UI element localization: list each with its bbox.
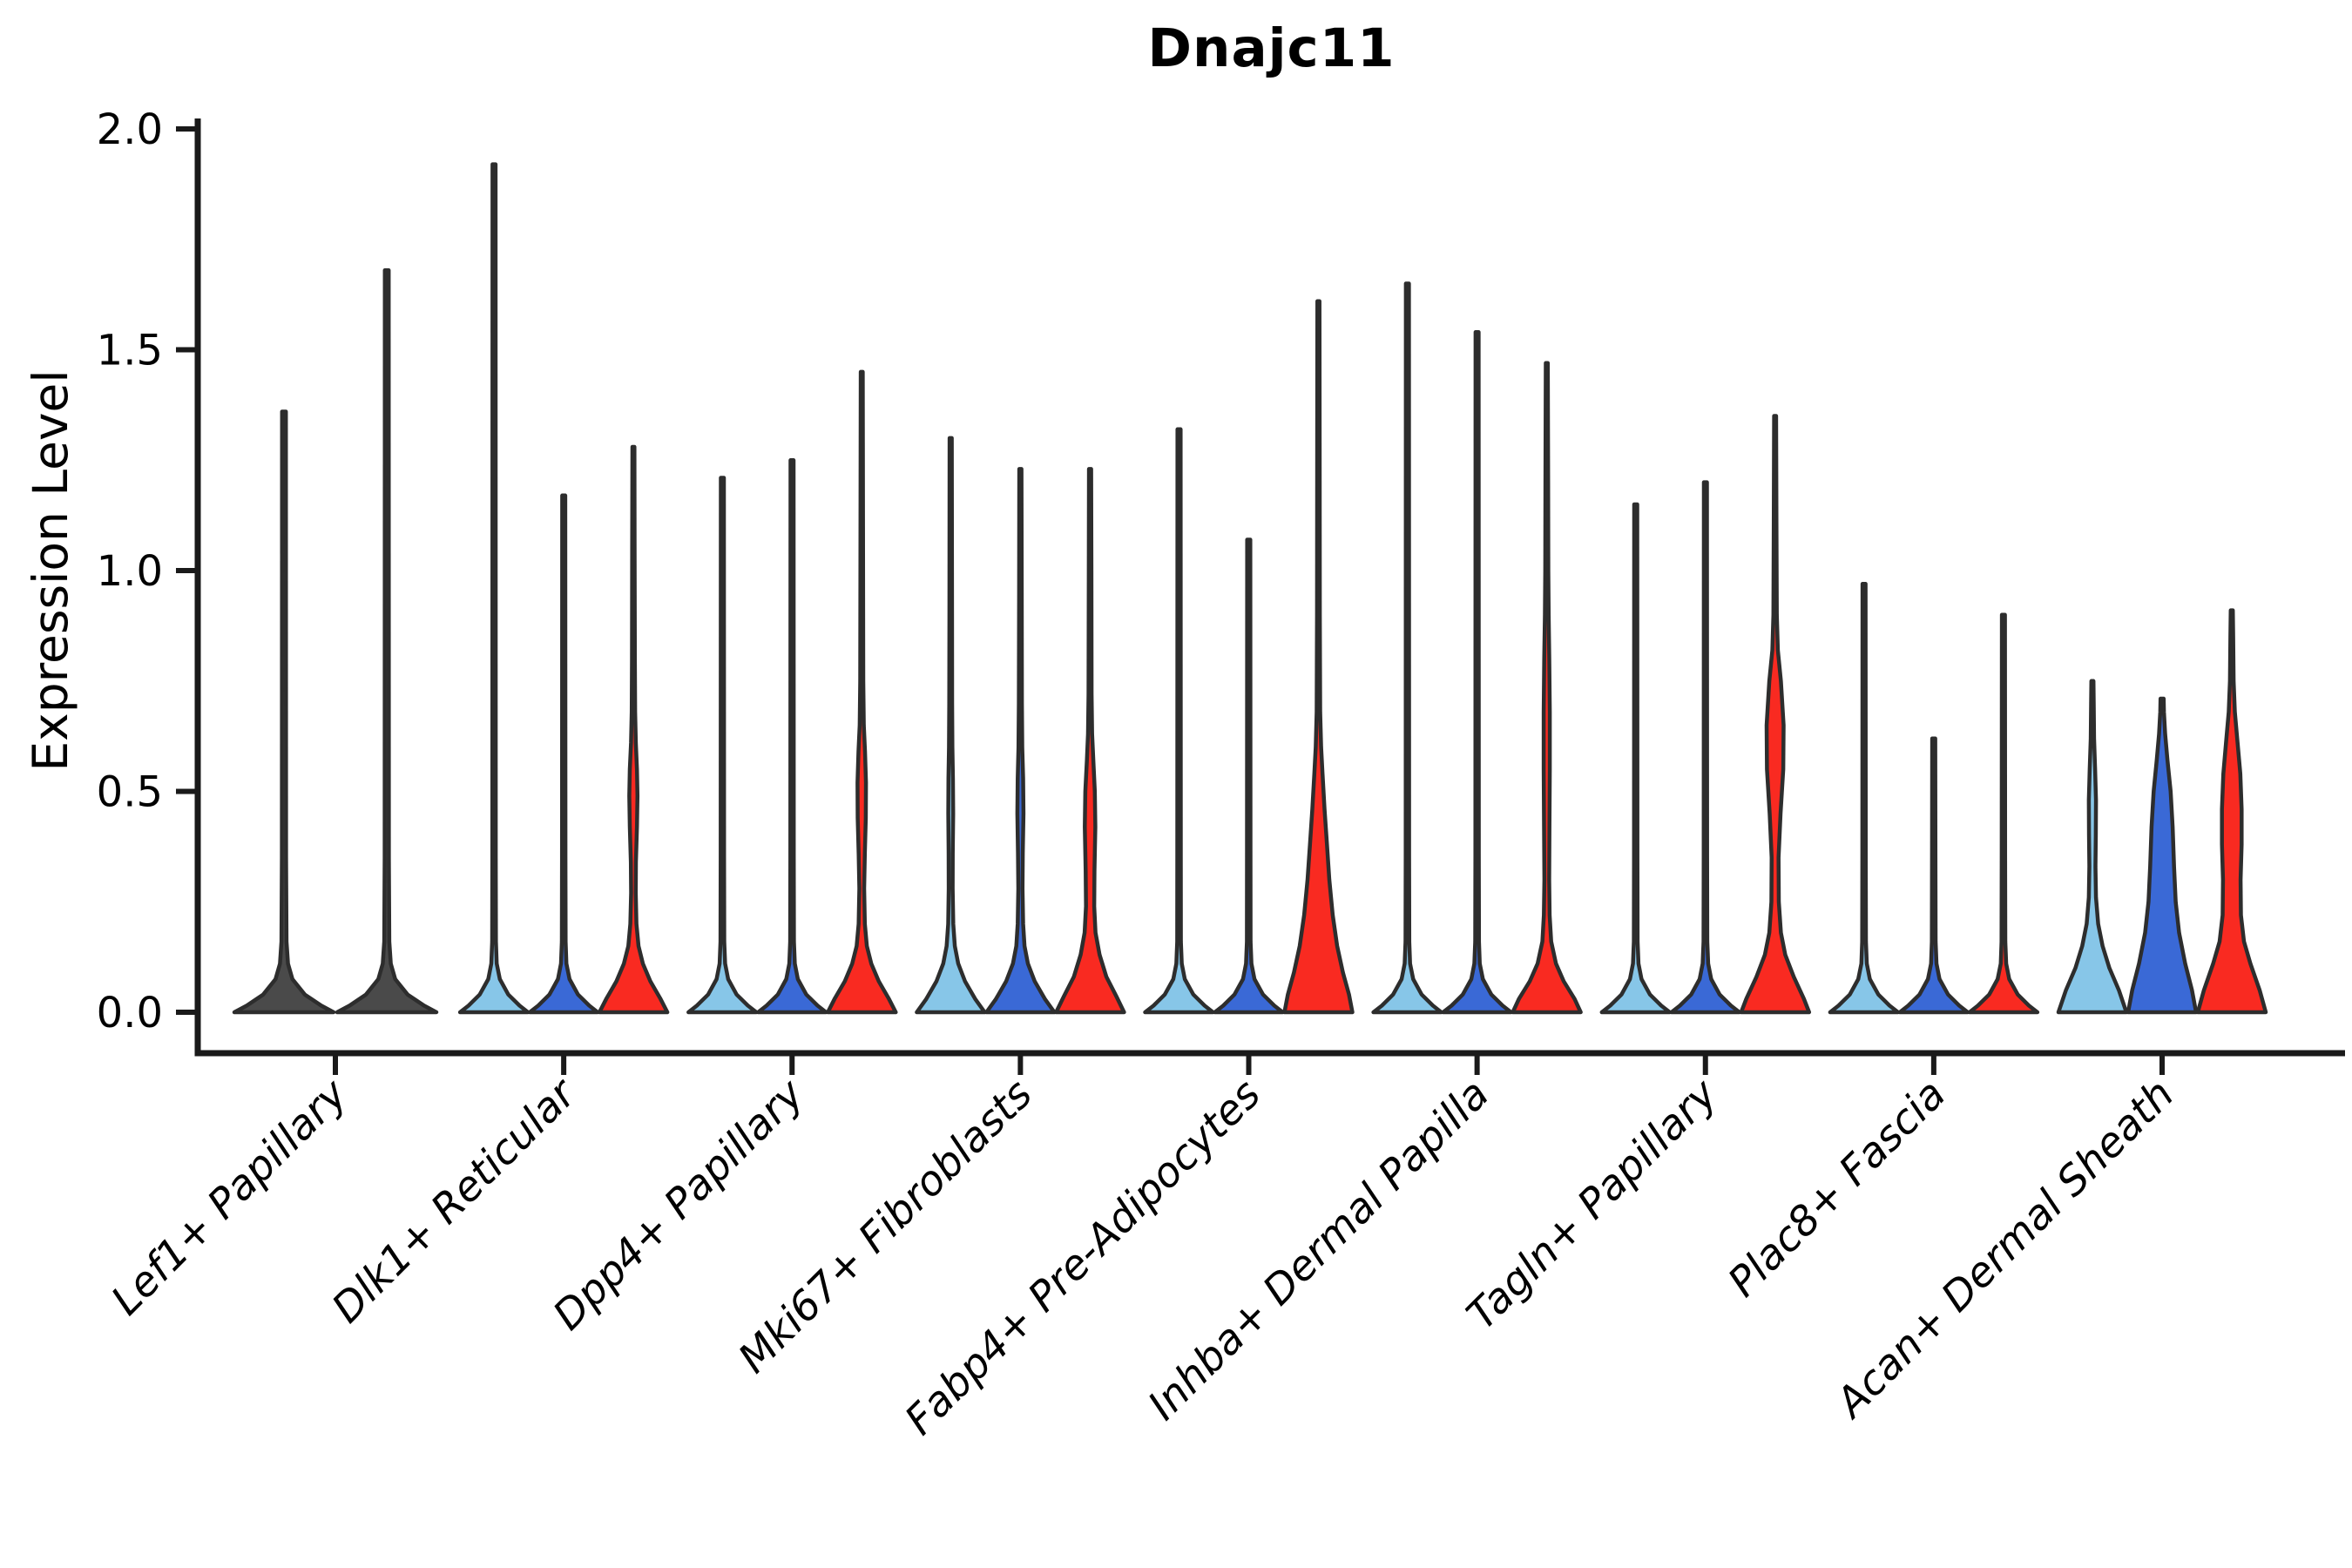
violin-inhba-dermal-papilla-red <box>1511 361 1583 1015</box>
violin-fabp4-pre-adipocytes-red <box>1282 299 1355 1015</box>
y-tick-label: 0.5 <box>97 768 163 817</box>
violin-dlk1-reticular-red <box>597 444 670 1015</box>
x-tick-label: Tagln+ Papillary <box>1457 1070 1727 1340</box>
violin-mki67-fibroblasts-lightblue <box>915 436 987 1015</box>
violin-plac8-fascia-lightblue <box>1828 581 1901 1015</box>
x-tick-label: Plac8+ Fascia <box>1719 1071 1955 1307</box>
violin-mki67-fibroblasts-darkblue <box>984 467 1057 1015</box>
violin-fabp4-pre-adipocytes-lightblue <box>1143 427 1215 1015</box>
violin-tagln-papillary-lightblue <box>1599 502 1673 1015</box>
violin-acan-dermal-sheath-darkblue <box>2126 696 2199 1015</box>
axes-spines <box>194 118 2345 1057</box>
violin-acan-dermal-sheath-red <box>2195 608 2268 1015</box>
violin-plac8-fascia-darkblue <box>1897 736 1970 1015</box>
x-tick-label: Lef1+ Papillary <box>102 1070 357 1325</box>
plot-title: Dnajc11 <box>1147 17 1396 79</box>
violin-fabp4-pre-adipocytes-darkblue <box>1213 537 1285 1015</box>
violin-dpp4-papillary-lightblue <box>686 476 759 1015</box>
violin-plac8-fascia-red <box>1967 612 2040 1015</box>
y-tick-label: 1.0 <box>97 547 163 596</box>
violin-lef1-papillary-v1 <box>335 267 439 1015</box>
violin-dlk1-reticular-lightblue <box>457 162 531 1015</box>
violin-dpp4-papillary-darkblue <box>756 458 828 1015</box>
violin-acan-dermal-sheath-lightblue <box>2056 679 2129 1015</box>
violin-lef1-papillary-v0 <box>232 409 336 1015</box>
y-tick-label: 1.5 <box>97 327 163 375</box>
violin-dlk1-reticular-darkblue <box>527 493 600 1015</box>
x-tick-label: Dpp4+ Papillary <box>544 1070 814 1340</box>
violin-inhba-dermal-papilla-darkblue <box>1441 329 1513 1015</box>
x-tick-label: Dlk1+ Reticular <box>323 1069 587 1333</box>
y-tick-label: 2.0 <box>97 105 163 154</box>
violin-tagln-papillary-red <box>1739 414 1812 1015</box>
violin-inhba-dermal-papilla-lightblue <box>1371 281 1443 1015</box>
y-tick-label: 0.0 <box>97 989 163 1037</box>
violin-mki67-fibroblasts-red <box>1054 467 1126 1015</box>
violin-dpp4-papillary-red <box>826 369 898 1015</box>
violin-tagln-papillary-darkblue <box>1669 480 1742 1015</box>
